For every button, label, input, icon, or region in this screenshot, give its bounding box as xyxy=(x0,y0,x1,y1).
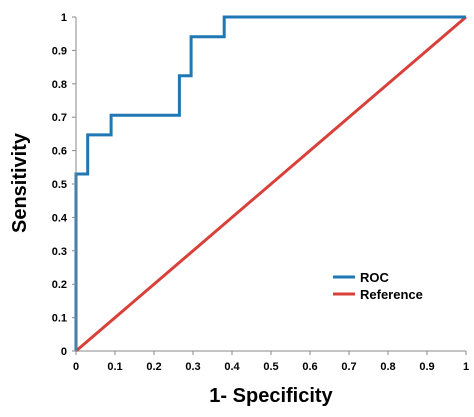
x-axis-title: 1- Specificity xyxy=(209,385,333,407)
tick-labels: 0 0.1 0.2 0.3 0.4 0.5 0.6 0.7 0.8 0.9 1 0 0.1 0.2 0.3 0… xyxy=(52,12,469,373)
y-tick-label: 0.2 xyxy=(52,279,67,291)
y-tick-label: 0.4 xyxy=(52,212,68,224)
y-tick-label: 0.9 xyxy=(52,45,67,57)
y-tick-label: 0.7 xyxy=(52,112,67,124)
legend-label-roc: ROC xyxy=(360,270,390,285)
x-tick-label: 0.5 xyxy=(263,361,278,373)
y-tick-label: 0.3 xyxy=(52,246,67,258)
y-tick-label: 0.8 xyxy=(52,79,67,91)
x-tick-label: 0.4 xyxy=(224,361,240,373)
axes xyxy=(72,16,467,355)
x-tick-label: 0 xyxy=(73,361,79,373)
x-tick-label: 1 xyxy=(463,361,469,373)
y-tick-label: 0.5 xyxy=(52,179,67,191)
plot-lines xyxy=(74,15,467,353)
x-tick-label: 0.6 xyxy=(302,361,317,373)
x-tick-label: 0.7 xyxy=(341,361,356,373)
y-tick-label: 0.6 xyxy=(52,146,67,158)
y-tick-label: 0 xyxy=(61,346,67,358)
series-line-reference xyxy=(75,15,467,353)
x-tick-label: 0.9 xyxy=(419,361,434,373)
x-tick-label: 0.8 xyxy=(380,361,395,373)
y-tick-label: 1 xyxy=(61,12,67,24)
series-line-roc xyxy=(74,15,466,351)
y-axis-title: Sensitivity xyxy=(9,132,31,233)
legend-label-reference: Reference xyxy=(360,287,423,302)
x-tick-label: 0.2 xyxy=(146,361,161,373)
x-tick-label: 0.1 xyxy=(107,361,122,373)
legend: ROC Reference xyxy=(333,270,423,302)
y-tick-label: 0.1 xyxy=(52,313,67,325)
x-tick-label: 0.3 xyxy=(185,361,200,373)
